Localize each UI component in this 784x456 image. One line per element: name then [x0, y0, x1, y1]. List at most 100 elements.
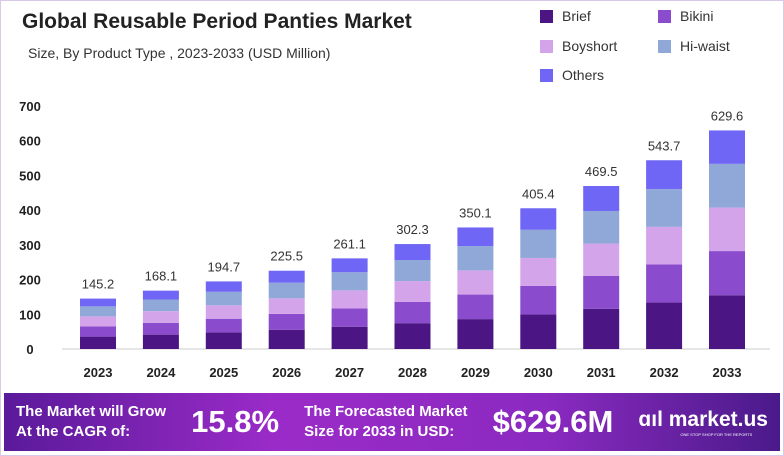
- legend-swatch: [658, 9, 671, 23]
- legend-item-hi-waist: Hi-waist: [658, 38, 730, 54]
- bar-segment-bikini: [268, 313, 305, 330]
- bar-segment-bikini: [394, 301, 431, 324]
- bar-segment-others: [268, 270, 305, 283]
- market-us-logo: ɑıl market.us ONE STOP SHOP FOR THE REPO…: [638, 408, 768, 437]
- forecast-label-line1: The Forecasted Market: [304, 403, 468, 420]
- chart-title: Global Reusable Period Panties Market: [22, 10, 412, 33]
- bar-segment-hi-waist: [457, 246, 494, 271]
- legend-item-brief: Brief: [540, 8, 591, 24]
- bar-segment-boyshort: [457, 270, 494, 295]
- cagr-value: 15.8%: [191, 404, 280, 439]
- bar-segment-others: [646, 160, 683, 190]
- bar-segment-others: [457, 227, 494, 247]
- bar-segment-bikini: [142, 322, 179, 335]
- bar-segment-boyshort: [394, 281, 431, 302]
- total-label: 145.2: [82, 277, 115, 292]
- total-label: 469.5: [585, 164, 618, 179]
- total-label: 405.4: [522, 186, 555, 201]
- bar-segment-others: [394, 244, 431, 261]
- bar-segment-brief: [583, 308, 620, 349]
- bar-segment-hi-waist: [583, 210, 620, 244]
- x-tick-label: 2025: [209, 365, 238, 380]
- y-tick-label: 0: [26, 342, 33, 357]
- bar-segment-boyshort: [646, 226, 683, 265]
- footer-banner: The Market will Grow At the CAGR of: 15.8…: [4, 393, 780, 451]
- total-label: 302.3: [396, 222, 429, 237]
- cagr-label-line2: At the CAGR of:: [16, 423, 131, 440]
- bar-segment-bikini: [709, 251, 745, 296]
- total-label: 350.1: [459, 205, 492, 220]
- total-label: 225.5: [270, 249, 303, 264]
- y-tick-label: 600: [19, 134, 41, 149]
- bar-segment-boyshort: [331, 290, 368, 309]
- bar-segment-others: [331, 258, 368, 273]
- bar-segment-others: [709, 130, 745, 164]
- forecast-value: $629.6M: [492, 404, 614, 439]
- legend-swatch: [658, 39, 671, 53]
- bar-segment-boyshort: [142, 311, 179, 323]
- bar-segment-hi-waist: [646, 189, 683, 227]
- bar-segment-bikini: [205, 318, 242, 333]
- legend-label: Bikini: [680, 8, 714, 24]
- bar-segment-boyshort: [268, 298, 305, 314]
- bar-segment-hi-waist: [709, 163, 745, 208]
- bar-segment-brief: [80, 336, 116, 349]
- legend-item-others: Others: [540, 67, 604, 83]
- bar-segment-brief: [520, 314, 557, 349]
- total-label: 194.7: [208, 259, 241, 274]
- legend-item-boyshort: Boyshort: [540, 38, 617, 54]
- bar-segment-brief: [646, 302, 683, 349]
- y-tick-label: 500: [19, 168, 41, 183]
- legend-label: Others: [562, 67, 605, 83]
- y-tick-label: 700: [19, 99, 41, 114]
- bar-segment-others: [583, 186, 620, 211]
- bar-segment-brief: [205, 332, 242, 349]
- chart-subtitle: Size, By Product Type , 2023-2033 (USD M…: [28, 45, 331, 61]
- bar-segment-boyshort: [583, 243, 620, 276]
- legend-label: Hi-waist: [680, 38, 730, 54]
- x-tick-label: 2027: [335, 365, 364, 380]
- bar-segment-hi-waist: [331, 272, 368, 291]
- bar-segment-hi-waist: [80, 306, 116, 317]
- bar-segment-boyshort: [205, 305, 242, 319]
- legend-item-bikini: Bikini: [658, 8, 713, 24]
- legend-swatch: [540, 68, 553, 82]
- bar-segment-bikini: [583, 275, 620, 309]
- x-tick-label: 2023: [84, 365, 113, 380]
- bar-segment-hi-waist: [394, 260, 431, 282]
- bar-segment-brief: [268, 329, 305, 349]
- bar-segment-brief: [394, 323, 431, 349]
- total-label: 261.1: [333, 236, 366, 251]
- legend-swatch: [540, 9, 553, 23]
- bar-segment-bikini: [457, 294, 494, 320]
- y-tick-label: 400: [19, 203, 41, 218]
- x-tick-label: 2031: [587, 365, 616, 380]
- y-tick-label: 300: [19, 238, 41, 253]
- forecast-label-line2: Size for 2033 in USD:: [304, 423, 455, 440]
- logo-text: market.us: [668, 407, 768, 431]
- bar-segment-others: [520, 208, 557, 230]
- bar-segment-bikini: [520, 285, 557, 315]
- logo-icon: ɑıl: [638, 407, 663, 431]
- x-tick-label: 2028: [398, 365, 427, 380]
- bar-segment-hi-waist: [142, 299, 179, 312]
- logo-tagline: ONE STOP SHOP FOR THE REPORTS: [680, 431, 753, 437]
- x-tick-label: 2030: [524, 365, 553, 380]
- bar-segment-brief: [709, 295, 745, 349]
- total-label: 629.6: [711, 108, 744, 123]
- bar-segment-hi-waist: [268, 282, 305, 299]
- legend-label: Brief: [562, 8, 591, 24]
- legend-swatch: [540, 39, 553, 53]
- bar-segment-brief: [331, 326, 368, 349]
- bar-segment-boyshort: [520, 257, 557, 286]
- forecast-label: The Forecasted Market Size for 2033 in US…: [304, 402, 467, 442]
- x-tick-label: 2029: [461, 365, 490, 380]
- cagr-label: The Market will Grow At the CAGR of:: [16, 402, 166, 442]
- bar-segment-bikini: [331, 308, 368, 327]
- cagr-label-line1: The Market will Grow: [16, 403, 167, 420]
- legend-label: Boyshort: [562, 38, 618, 54]
- total-label: 543.7: [648, 138, 681, 153]
- bar-segment-brief: [142, 334, 179, 349]
- x-tick-label: 2026: [272, 365, 301, 380]
- bar-segment-hi-waist: [205, 291, 242, 306]
